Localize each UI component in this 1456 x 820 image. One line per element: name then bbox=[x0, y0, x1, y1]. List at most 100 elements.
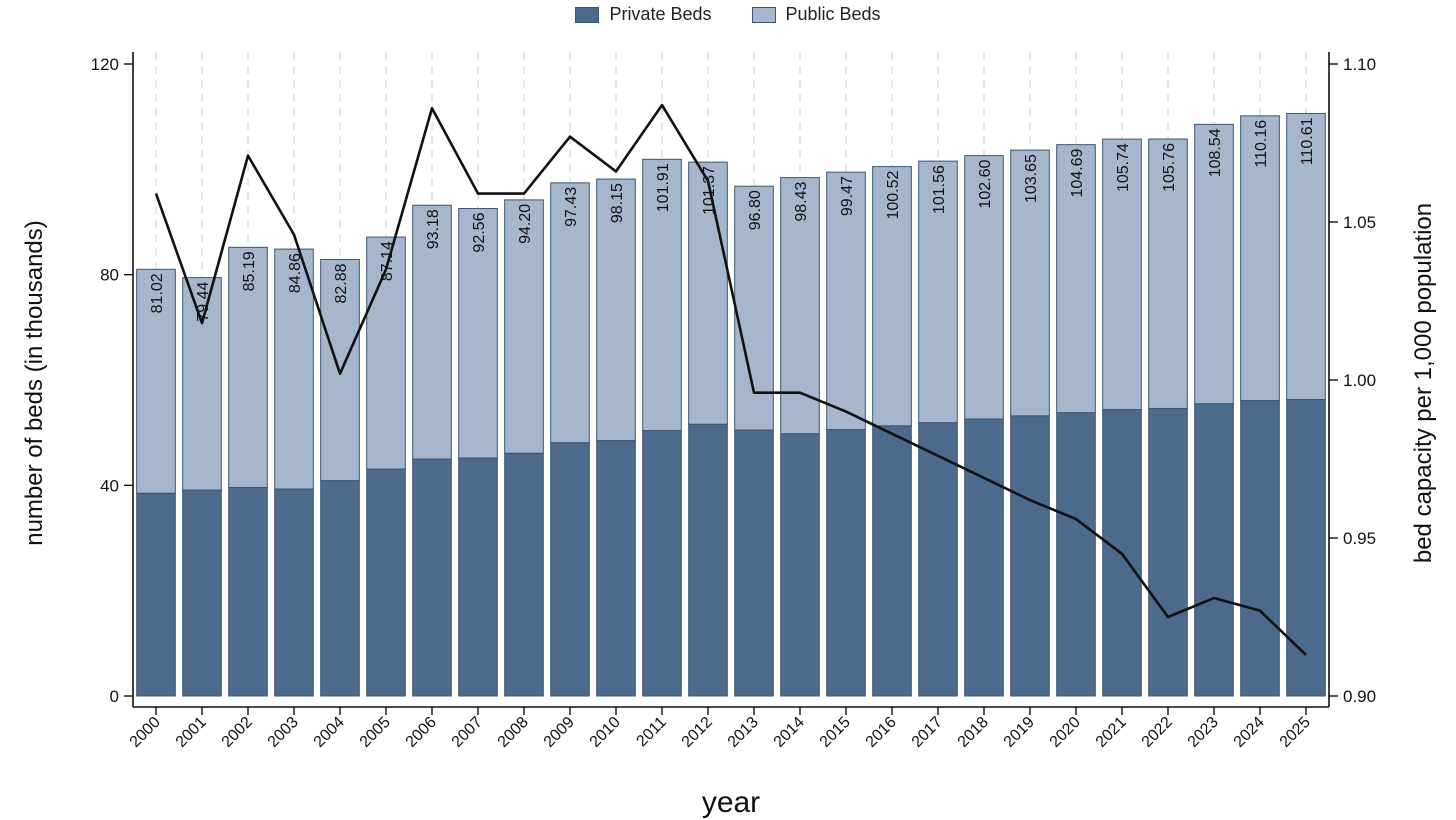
legend: Private Beds Public Beds bbox=[0, 4, 1456, 25]
bar-public-2000 bbox=[136, 268, 176, 494]
x-tick-label: 2022 bbox=[1139, 714, 1176, 751]
bar-total-label: 102.60 bbox=[977, 160, 994, 209]
bar-public-2021 bbox=[1102, 138, 1142, 410]
bar-public-2014 bbox=[780, 177, 820, 435]
bar-total-label: 84.86 bbox=[287, 253, 304, 293]
bar-private-2005 bbox=[366, 468, 406, 697]
x-tick-label: 2005 bbox=[357, 714, 394, 751]
bar-total-label: 108.54 bbox=[1207, 128, 1224, 177]
legend-swatch-private bbox=[575, 6, 600, 23]
x-tick-label: 2020 bbox=[1047, 714, 1084, 751]
bar-public-2023 bbox=[1194, 123, 1234, 405]
legend-item-private: Private Beds bbox=[575, 4, 712, 25]
bar-private-2010 bbox=[596, 440, 636, 697]
bar-public-2010 bbox=[596, 178, 636, 442]
bar-total-label: 110.16 bbox=[1253, 120, 1270, 168]
x-tick-label: 2024 bbox=[1231, 714, 1268, 751]
bar-private-2024 bbox=[1240, 400, 1280, 697]
bar-private-2013 bbox=[734, 429, 774, 697]
x-tick-label: 2011 bbox=[633, 714, 669, 750]
x-tick-label: 2007 bbox=[449, 714, 486, 751]
bar-total-label: 94.20 bbox=[517, 204, 534, 244]
y-tick-label-left: 120 bbox=[91, 55, 119, 74]
x-axis-title: year bbox=[702, 786, 760, 819]
bar-total-label: 82.88 bbox=[333, 263, 350, 303]
bar-total-label: 98.43 bbox=[793, 182, 810, 222]
bar-public-2019 bbox=[1010, 149, 1050, 417]
bar-total-label: 81.02 bbox=[149, 273, 166, 313]
x-tick-label: 2019 bbox=[1001, 714, 1038, 751]
bar-total-label: 105.76 bbox=[1161, 143, 1178, 192]
bar-total-label: 92.56 bbox=[471, 212, 488, 252]
x-tick-label: 2016 bbox=[863, 714, 900, 751]
bar-private-2025 bbox=[1286, 398, 1326, 697]
x-tick-label: 2008 bbox=[495, 714, 532, 751]
x-tick-label: 2003 bbox=[265, 714, 302, 751]
bar-private-2009 bbox=[550, 442, 590, 697]
bar-total-label: 101.91 bbox=[655, 163, 672, 212]
x-tick-label: 2023 bbox=[1185, 714, 1222, 751]
bar-total-label: 93.18 bbox=[425, 209, 442, 249]
x-tick-label: 2000 bbox=[127, 714, 164, 751]
bar-public-2022 bbox=[1148, 138, 1188, 409]
bar-total-label: 105.74 bbox=[1115, 143, 1132, 192]
bar-total-label: 101.56 bbox=[931, 165, 948, 214]
bar-private-2012 bbox=[688, 423, 728, 697]
legend-label-public: Public Beds bbox=[785, 4, 881, 24]
bar-public-2020 bbox=[1056, 144, 1096, 414]
bar-public-2005 bbox=[366, 236, 406, 470]
y-tick-label-right: 1.00 bbox=[1343, 371, 1376, 390]
y-tick-label-right: 0.90 bbox=[1343, 687, 1376, 706]
x-tick-label: 2013 bbox=[725, 714, 762, 751]
legend-item-public: Public Beds bbox=[751, 4, 881, 25]
bar-public-2002 bbox=[228, 246, 268, 488]
x-tick-label: 2002 bbox=[219, 714, 256, 751]
x-tick-label: 2018 bbox=[955, 714, 992, 751]
bar-public-2009 bbox=[550, 182, 590, 444]
y-tick-label-right: 1.05 bbox=[1343, 213, 1376, 232]
x-tick-label: 2017 bbox=[909, 714, 946, 751]
rate-line-path bbox=[154, 103, 1307, 656]
legend-swatch-public bbox=[751, 6, 776, 23]
bar-public-2025 bbox=[1286, 112, 1326, 400]
bar-total-label: 110.61 bbox=[1299, 117, 1316, 165]
bar-private-2019 bbox=[1010, 415, 1050, 697]
x-tick-label: 2014 bbox=[771, 714, 808, 751]
bar-private-2022 bbox=[1148, 407, 1188, 697]
bar-public-2015 bbox=[826, 171, 866, 431]
x-tick-label: 2025 bbox=[1277, 714, 1314, 751]
bars bbox=[136, 112, 1326, 697]
bar-private-2020 bbox=[1056, 412, 1096, 697]
y-tick-label-right: 1.10 bbox=[1343, 55, 1376, 74]
bar-public-2008 bbox=[504, 199, 544, 454]
x-tick-label: 2010 bbox=[587, 714, 624, 751]
bar-total-label: 103.65 bbox=[1023, 154, 1040, 203]
bar-public-2011 bbox=[642, 158, 682, 432]
bar-public-2012 bbox=[688, 161, 728, 425]
bar-private-2007 bbox=[458, 457, 498, 697]
bar-public-2018 bbox=[964, 155, 1004, 420]
bar-private-2008 bbox=[504, 452, 544, 697]
bar-total-label: 104.69 bbox=[1069, 149, 1086, 198]
x-tick-label: 2006 bbox=[403, 714, 440, 751]
x-tick-label: 2009 bbox=[541, 714, 578, 751]
bar-public-2024 bbox=[1240, 115, 1280, 402]
y-tick-label-left: 80 bbox=[100, 266, 119, 285]
bar-private-2014 bbox=[780, 433, 820, 697]
x-tick-label: 2021 bbox=[1093, 714, 1130, 751]
bar-private-2003 bbox=[274, 488, 314, 697]
bar-total-label: 85.19 bbox=[241, 251, 258, 291]
bar-private-2000 bbox=[136, 492, 176, 697]
bar-public-2007 bbox=[458, 208, 498, 459]
x-tick-label: 2001 bbox=[173, 714, 210, 751]
bar-private-2017 bbox=[918, 422, 958, 697]
bar-public-2016 bbox=[872, 166, 912, 427]
bar-total-label: 98.15 bbox=[609, 183, 626, 223]
y-tick-label-right: 0.95 bbox=[1343, 529, 1376, 548]
y-tick-label-left: 0 bbox=[110, 687, 119, 706]
bar-private-2018 bbox=[964, 418, 1004, 697]
bar-private-2002 bbox=[228, 486, 268, 697]
bar-private-2011 bbox=[642, 430, 682, 697]
